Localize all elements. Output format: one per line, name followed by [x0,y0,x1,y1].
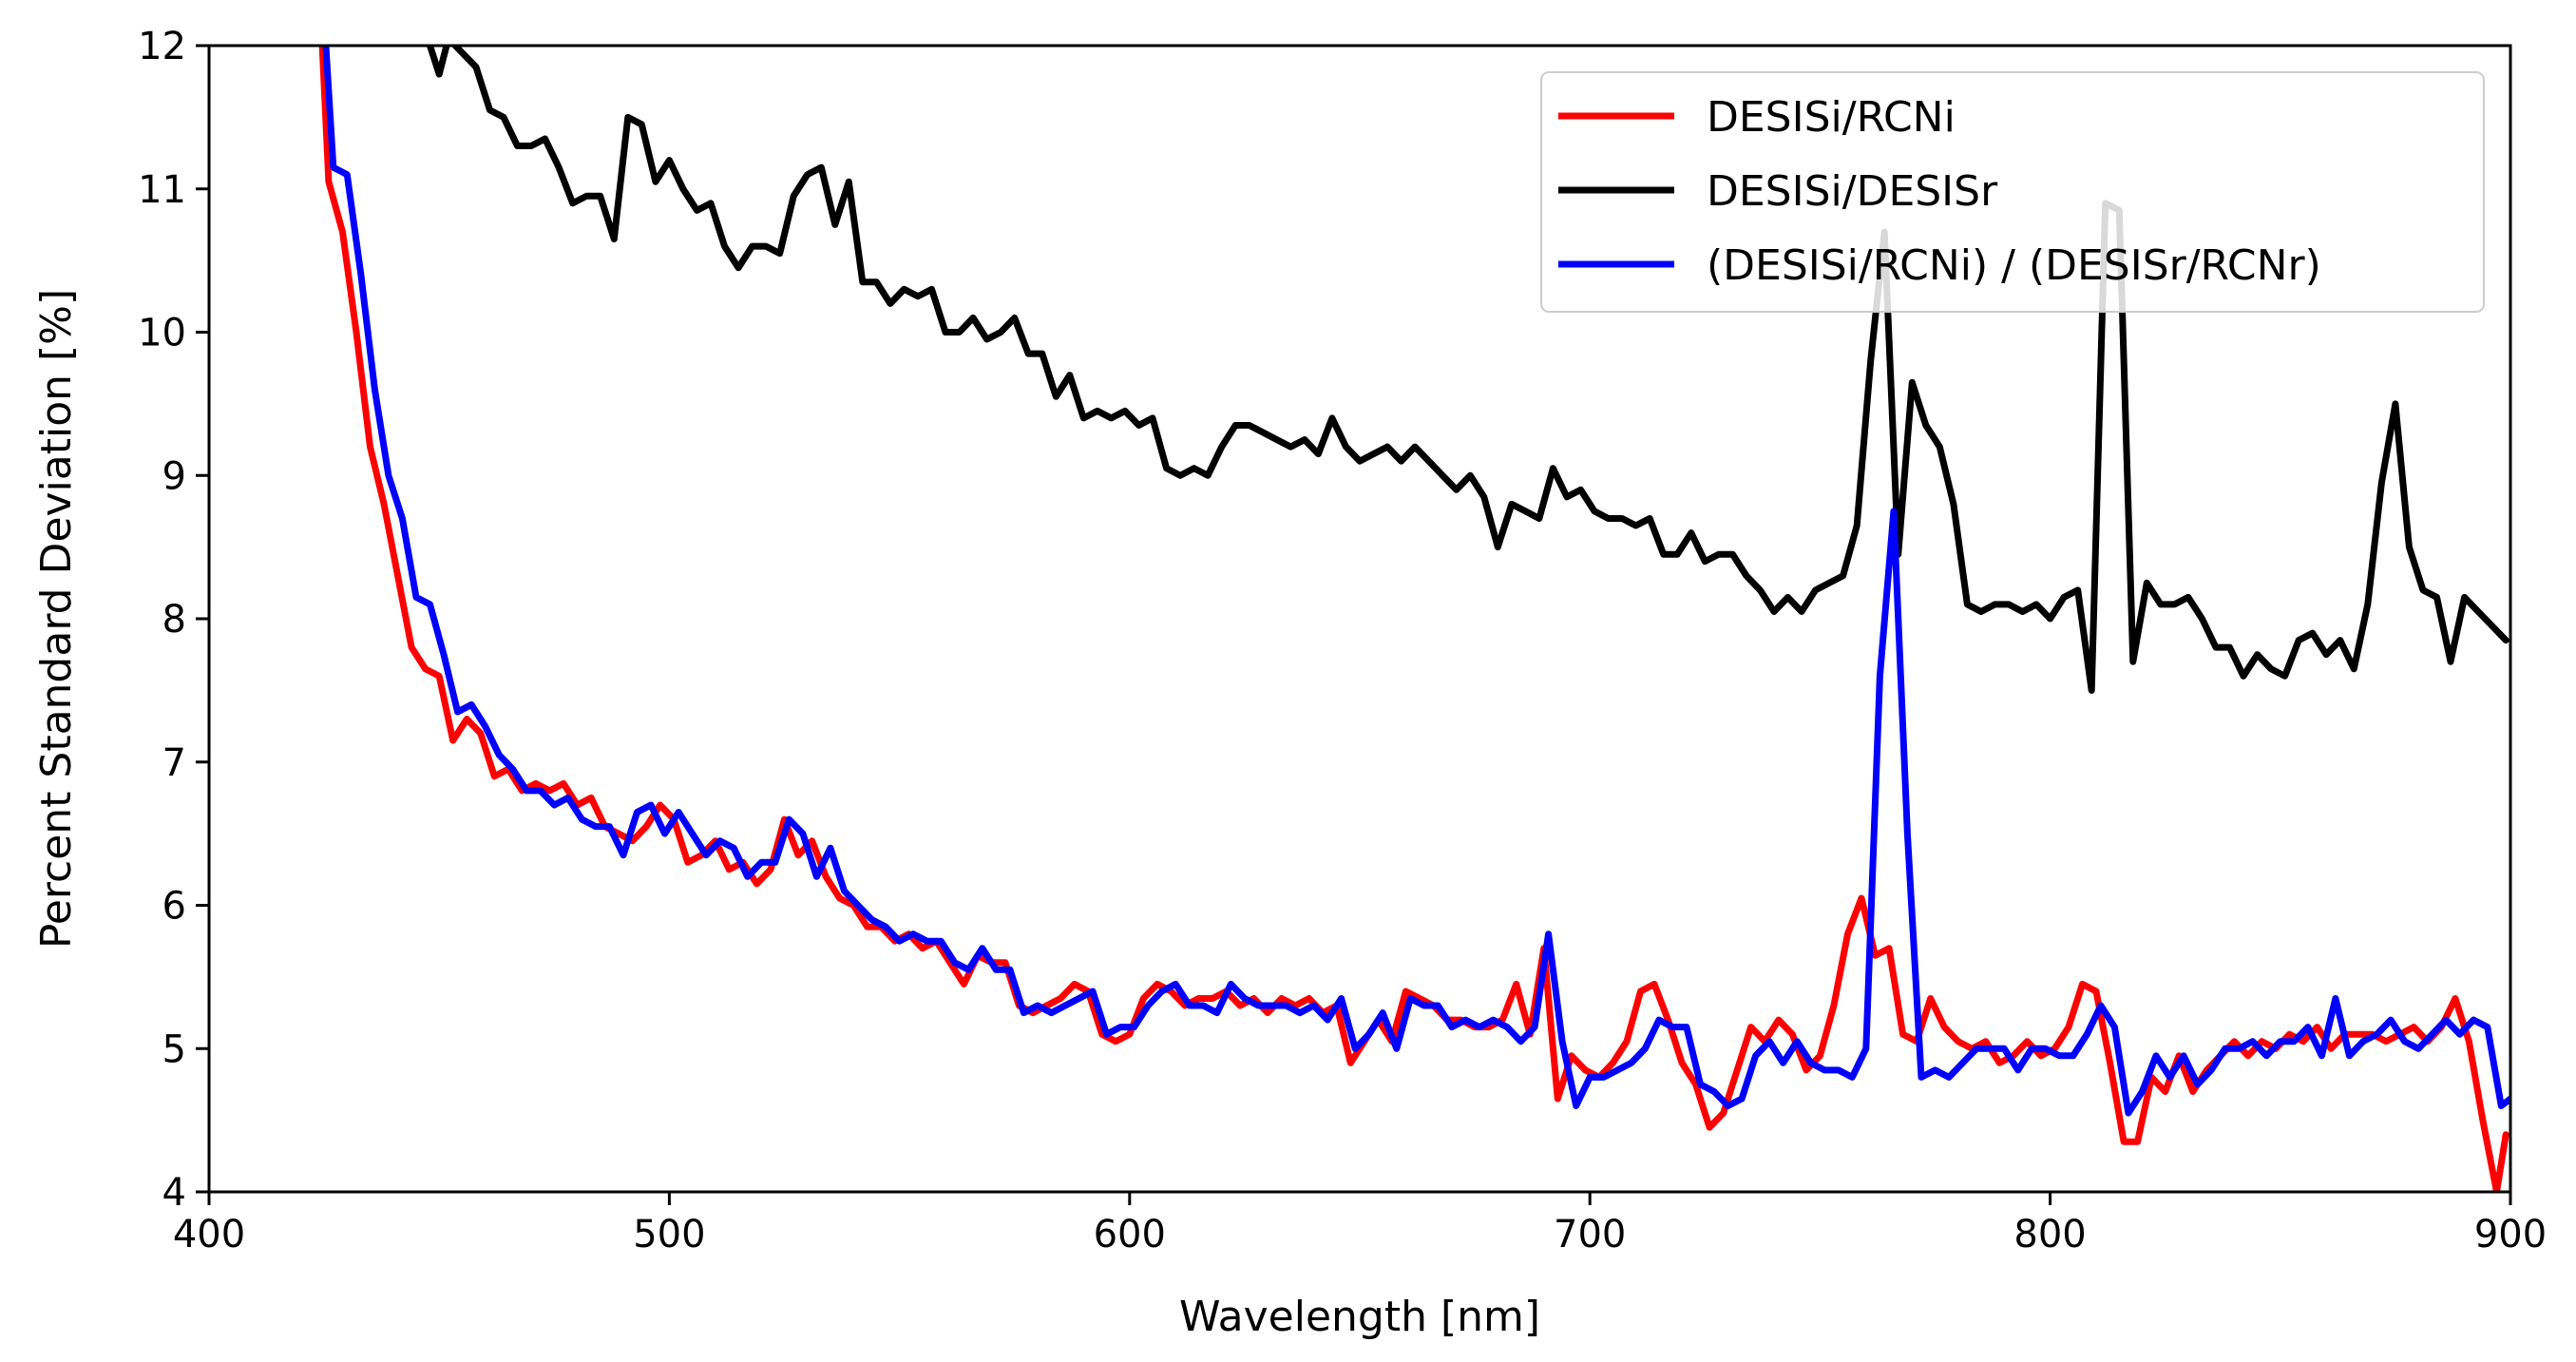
series-line-2 [322,46,2510,1117]
series-line-0 [318,46,2509,1192]
x-tick-label: 400 [173,1213,245,1256]
x-axis-label: Wavelength [nm] [1179,1293,1540,1341]
x-tick-label: 500 [633,1213,705,1256]
series-line-1 [427,46,2509,694]
legend-box [1540,71,2485,313]
y-tick-label: 9 [162,454,186,498]
legend-label-desisi-rcni: DESISi/RCNi [1707,93,1956,142]
x-tick-label: 800 [2013,1213,2086,1256]
y-tick-label: 7 [162,741,186,785]
y-tick-label: 10 [138,312,186,355]
y-tick-label: 8 [162,598,186,642]
x-tick-label: 700 [1554,1213,1626,1256]
y-tick-label: 5 [162,1027,186,1071]
y-tick-label: 4 [162,1171,186,1215]
x-axis: 400 500 600 700 800 900 [173,1192,2547,1256]
y-axis: 4 5 6 7 8 9 10 11 12 [138,25,209,1215]
y-tick-label: 11 [138,168,186,212]
y-tick-label: 12 [138,25,186,68]
x-tick-label: 600 [1094,1213,1166,1256]
series-layer [318,46,2510,1192]
legend: DESISi/RCNi DESISi/DESISr (DESISi/RCNi) … [1540,71,2485,313]
legend-label-desisi-desisr: DESISi/DESISr [1707,167,1998,216]
y-tick-label: 6 [162,885,186,929]
legend-label-ratio-of-ratios: (DESISi/RCNi) / (DESISr/RCNr) [1707,241,2321,290]
y-axis-label: Percent Standard Deviation [%] [32,289,81,949]
x-tick-label: 900 [2474,1213,2547,1256]
